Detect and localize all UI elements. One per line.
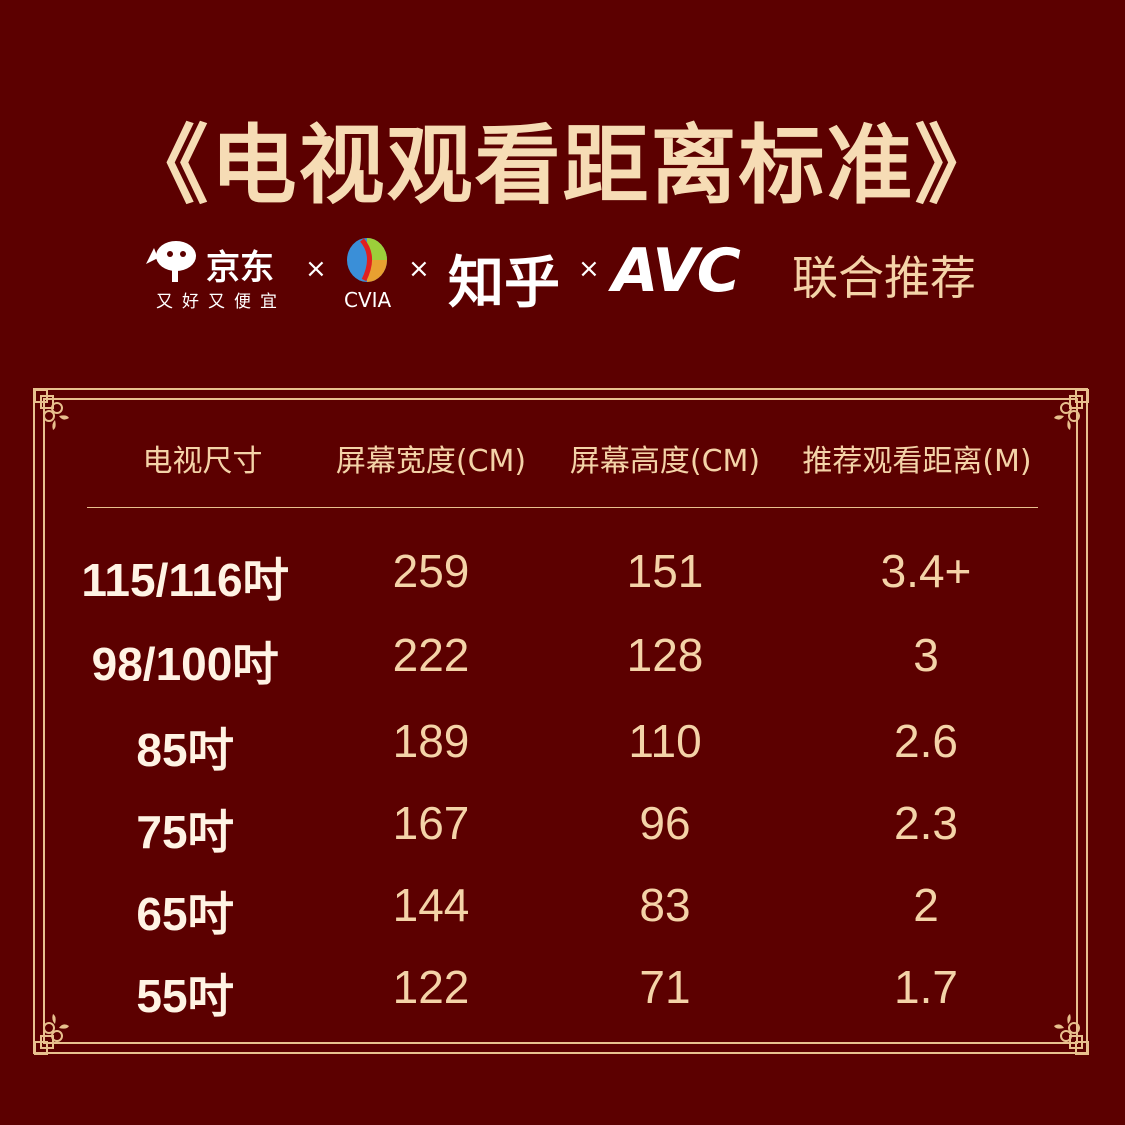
page-title: 《电视观看距离标准》 — [122, 116, 1003, 216]
corner-ornament-icon — [34, 1014, 69, 1055]
header-screen-width: 屏幕宽度(CM) — [335, 444, 527, 479]
cell-screen-height: 83 — [639, 879, 691, 931]
cell-viewing-distance: 2 — [913, 879, 939, 931]
separator: × — [408, 254, 430, 284]
corner-ornament-icon — [1054, 389, 1089, 430]
cell-screen-width: 122 — [392, 961, 470, 1013]
avc-logo: AVC — [612, 236, 741, 306]
cell-viewing-distance: 2.6 — [894, 715, 958, 767]
cell-screen-height: 151 — [626, 545, 704, 597]
header-screen-height: 屏幕高度(CM) — [569, 444, 761, 479]
header-viewing-distance: 推荐观看距离(M) — [802, 444, 1032, 479]
cvia-globe-icon — [344, 236, 390, 290]
cell-tv-size: 75吋 — [136, 806, 234, 858]
cell-screen-height: 71 — [639, 961, 691, 1013]
header-divider — [87, 507, 1038, 508]
cell-tv-size: 85吋 — [136, 724, 234, 776]
tagline: 联合推荐 — [792, 251, 976, 305]
cell-tv-size: 98/100吋 — [91, 638, 279, 690]
cell-screen-width: 222 — [392, 629, 470, 681]
cell-screen-height: 96 — [639, 797, 691, 849]
cell-screen-height: 110 — [628, 715, 702, 767]
jd-dog-icon — [146, 238, 204, 288]
jd-slogan: 又好又便宜 — [156, 292, 286, 312]
zhihu-logo: 知乎 — [448, 251, 560, 316]
table-frame-outer — [33, 388, 1088, 1054]
corner-ornament-icon — [34, 389, 69, 430]
cell-viewing-distance: 3.4+ — [880, 545, 972, 597]
partner-logos: 京东 又好又便宜 × CVIA × 知乎 × AVC 联合推荐 — [140, 232, 1000, 316]
separator: × — [305, 254, 327, 284]
cell-screen-width: 189 — [392, 715, 470, 767]
cell-tv-size: 65吋 — [136, 888, 234, 940]
cell-viewing-distance: 1.7 — [894, 961, 958, 1013]
cell-screen-width: 144 — [392, 879, 470, 931]
separator: × — [578, 254, 600, 284]
cell-viewing-distance: 2.3 — [894, 797, 958, 849]
cvia-logo-text: CVIA — [344, 288, 392, 312]
cell-screen-height: 128 — [626, 629, 704, 681]
header-tv-size: 电视尺寸 — [142, 444, 263, 479]
cell-screen-width: 167 — [392, 797, 470, 849]
cell-tv-size: 115/116吋 — [81, 554, 289, 606]
cell-viewing-distance: 3 — [913, 629, 939, 681]
table-frame-inner — [43, 398, 1078, 1044]
cell-tv-size: 55吋 — [136, 970, 234, 1022]
cell-screen-width: 259 — [392, 545, 470, 597]
jd-logo-text: 京东 — [206, 248, 274, 288]
corner-ornament-icon — [1054, 1014, 1089, 1055]
